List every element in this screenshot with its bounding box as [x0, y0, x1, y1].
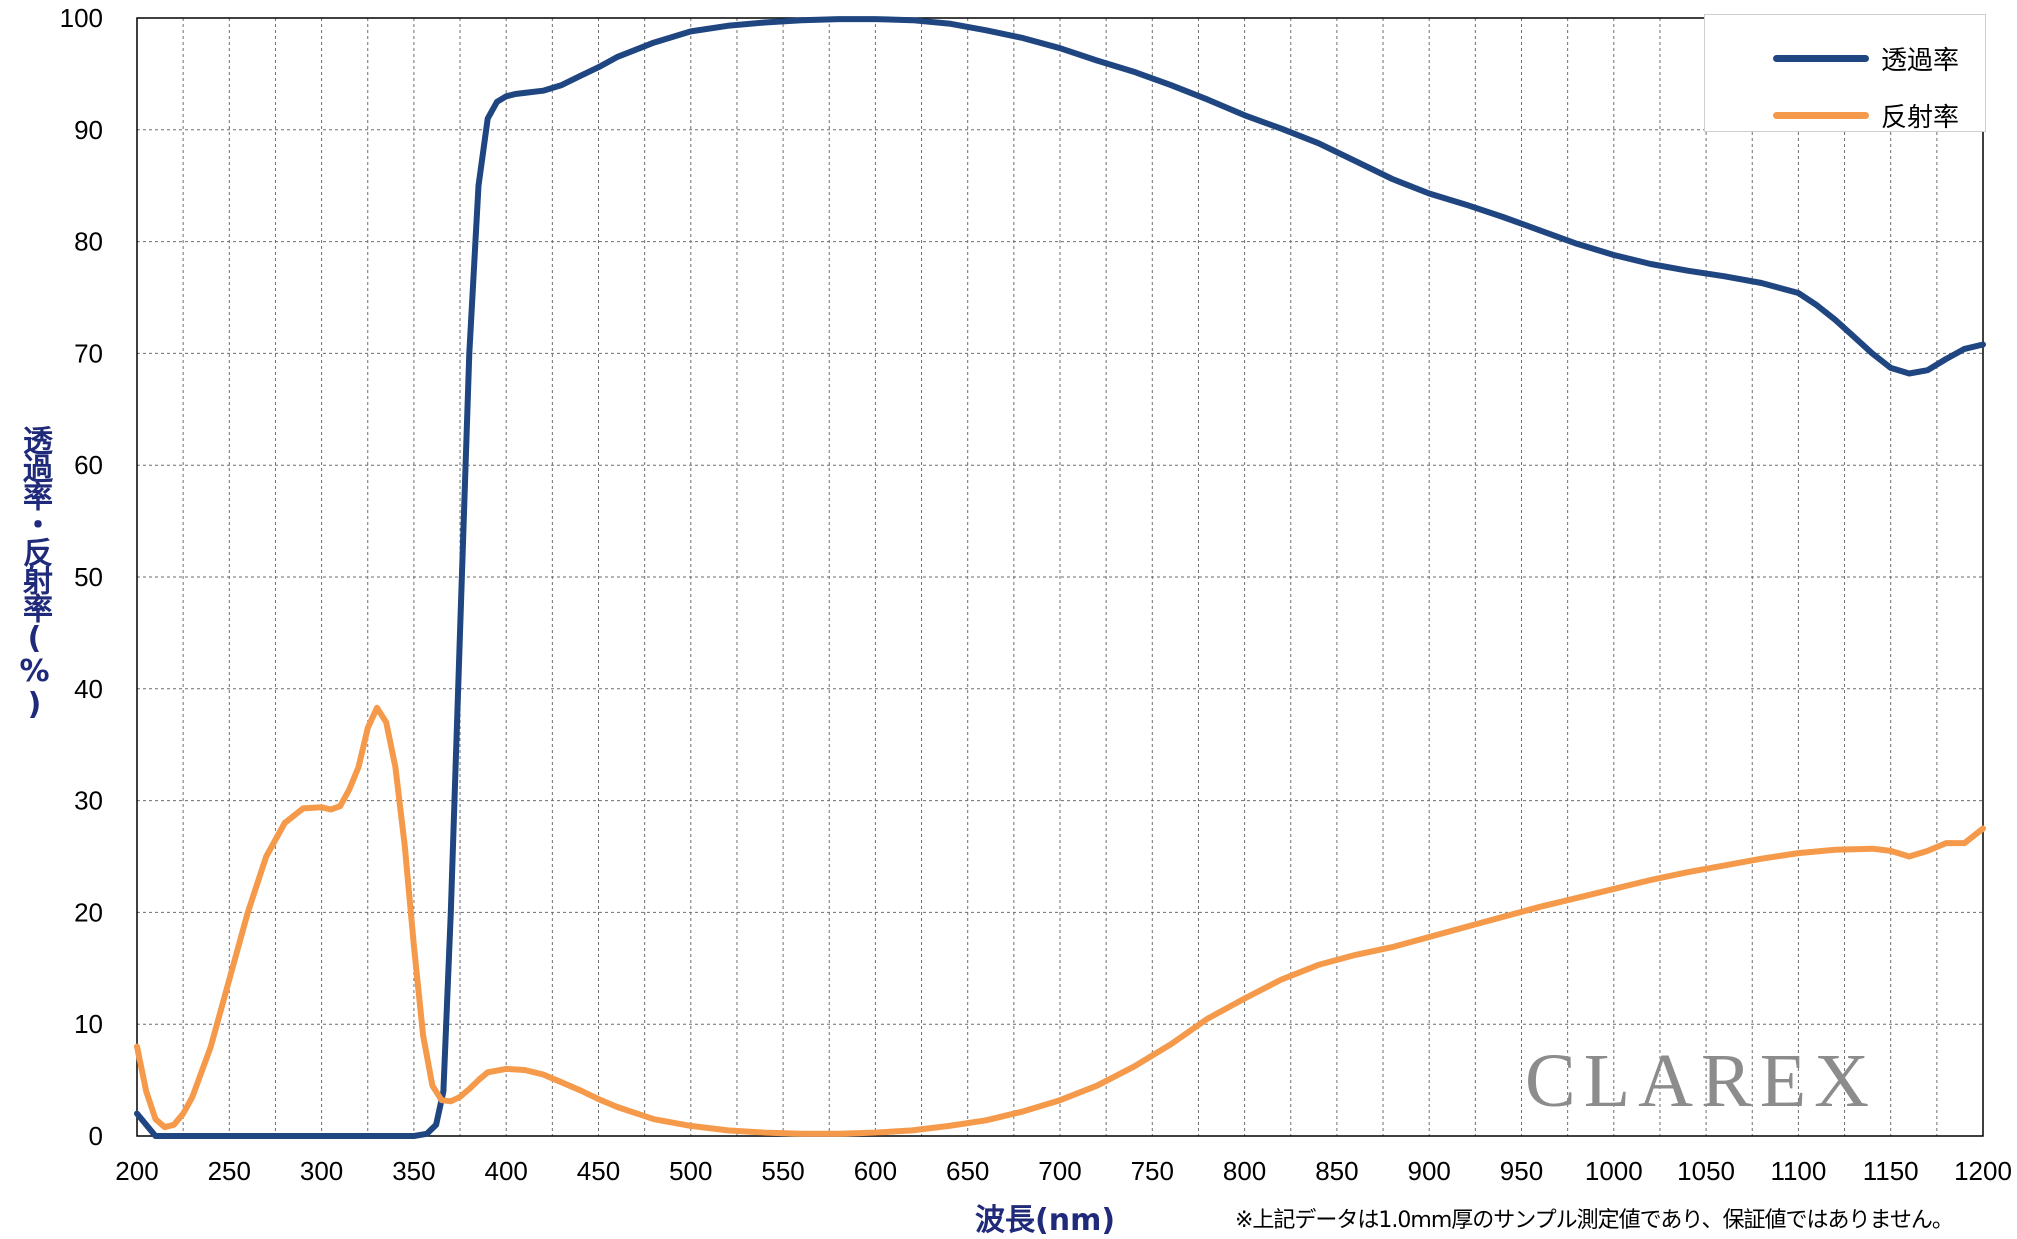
x-tick-label: 900	[1408, 1156, 1451, 1186]
grid-lines	[137, 18, 1983, 1136]
y-tick-label: 80	[74, 227, 103, 257]
x-tick-label: 700	[1038, 1156, 1081, 1186]
x-tick-label: 850	[1315, 1156, 1358, 1186]
x-tick-label: 300	[300, 1156, 343, 1186]
plot-frame	[136, 17, 1984, 1137]
y-tick-label: 50	[74, 562, 103, 592]
x-tick-label: 800	[1223, 1156, 1266, 1186]
legend-swatch-reflectance	[1773, 111, 1869, 119]
series-lines	[134, 16, 1986, 1139]
legend: 透過率 反射率	[1704, 14, 1986, 133]
legend-label-reflectance: 反射率	[1881, 102, 1960, 133]
x-tick-label: 950	[1500, 1156, 1543, 1186]
x-tick-label: 450	[577, 1156, 620, 1186]
y-tick-label: 20	[74, 897, 103, 927]
disclaimer-note: ※上記データは1.0mm厚のサンプル測定値であり、保証値ではありません。	[1235, 1208, 1954, 1233]
y-tick-label: 0	[89, 1121, 103, 1151]
x-tick-label: 500	[669, 1156, 712, 1186]
y-tick-label: 90	[74, 115, 103, 145]
x-tick-label: 1000	[1585, 1156, 1643, 1186]
y-axis-ticks: 0 10 20 30 40 50 60 70 80 90 100	[60, 3, 103, 1151]
y-tick-label: 100	[60, 3, 103, 33]
y-tick-label: 40	[74, 674, 103, 704]
x-tick-label: 350	[392, 1156, 435, 1186]
x-axis-label: 波長(nm)	[975, 1203, 1116, 1238]
x-tick-label: 550	[761, 1156, 804, 1186]
x-tick-label: 200	[115, 1156, 158, 1186]
legend-item-transmittance: 透過率	[1773, 43, 1959, 76]
y-tick-label: 10	[74, 1009, 103, 1039]
legend-swatch-transmittance	[1773, 54, 1869, 62]
y-tick-label: 30	[74, 786, 103, 816]
x-tick-label: 650	[946, 1156, 989, 1186]
x-tick-label: 250	[208, 1156, 251, 1186]
series-line-transmittance	[134, 16, 1986, 1139]
x-tick-label: 1100	[1770, 1156, 1826, 1186]
x-tick-label: 400	[485, 1156, 528, 1186]
x-tick-label: 600	[854, 1156, 897, 1186]
x-tick-label: 1200	[1954, 1156, 2012, 1186]
x-tick-label: 750	[1131, 1156, 1174, 1186]
x-tick-label: 1150	[1863, 1156, 1919, 1186]
x-axis-ticks: 200 250 300 350 400 450 500 550 600 650 700 750 800 8…	[115, 1156, 2012, 1186]
legend-label-transmittance: 透過率	[1881, 45, 1960, 76]
brand-watermark: CLAREX	[1525, 1039, 1877, 1123]
plot-border	[136, 17, 1984, 1137]
series-line-reflectance	[134, 704, 1986, 1137]
legend-item-reflectance: 反射率	[1773, 100, 1959, 133]
y-tick-label: 60	[74, 450, 103, 480]
y-tick-label: 70	[74, 338, 103, 368]
x-tick-label: 1050	[1677, 1156, 1735, 1186]
y-axis-label: 透過率・反射率(%)	[17, 425, 52, 720]
